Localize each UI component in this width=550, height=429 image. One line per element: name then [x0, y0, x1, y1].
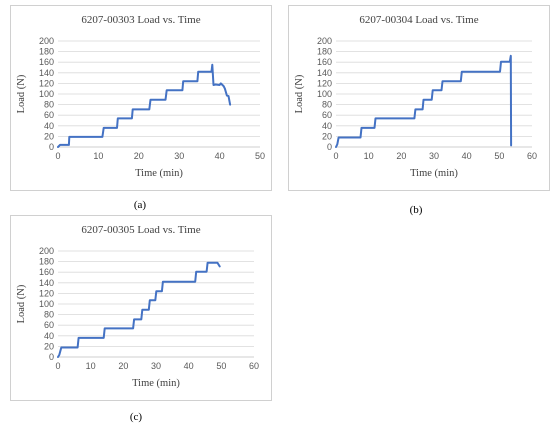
chart-a: 6207-00303 Load vs. Time0204060801001201…	[10, 5, 272, 191]
chart-title: 6207-00304 Load vs. Time	[359, 14, 478, 26]
chart-title: 6207-00305 Load vs. Time	[81, 224, 200, 236]
load-series-line	[57, 261, 221, 358]
y-tick-label: 140	[39, 278, 54, 288]
y-tick-label: 80	[44, 100, 54, 110]
y-tick-label: 80	[322, 100, 332, 110]
y-tick-label: 160	[39, 267, 54, 277]
x-tick-label: 30	[429, 151, 439, 161]
y-tick-label: 0	[49, 352, 54, 362]
y-tick-label: 40	[322, 121, 332, 131]
y-tick-label: 200	[39, 36, 54, 46]
x-axis-title: Time (min)	[132, 378, 180, 389]
x-tick-label: 10	[86, 361, 96, 371]
y-tick-label: 60	[44, 110, 54, 120]
y-tick-label: 100	[39, 299, 54, 309]
x-tick-label: 60	[527, 151, 537, 161]
y-tick-label: 160	[39, 57, 54, 67]
x-tick-label: 10	[364, 151, 374, 161]
x-tick-label: 0	[333, 151, 338, 161]
x-tick-label: 60	[249, 361, 259, 371]
x-tick-label: 0	[55, 361, 60, 371]
y-tick-label: 180	[39, 47, 54, 57]
y-tick-label: 100	[317, 89, 332, 99]
y-tick-label: 180	[317, 47, 332, 57]
caption-a: (a)	[133, 199, 147, 211]
y-tick-label: 160	[317, 57, 332, 67]
chart-panel-c: 6207-00305 Load vs. Time 0 20 40 60 80 100 120 1…	[10, 215, 272, 401]
x-tick-label: 10	[93, 151, 103, 161]
chart-b: 6207-00304 Load vs. Time0204060801001201…	[288, 5, 550, 191]
y-tick-label: 20	[44, 341, 54, 351]
y-tick-label: 140	[317, 68, 332, 78]
x-axis-title: Time (min)	[135, 168, 183, 179]
y-tick-label: 40	[44, 121, 54, 131]
x-tick-label: 20	[134, 151, 144, 161]
caption-b: (b)	[409, 204, 423, 216]
x-tick-label: 0	[55, 151, 60, 161]
chart-panel-a: 6207-00303 Load vs. Time 0 20 40 60 80 100 120 1…	[10, 5, 272, 191]
y-tick-label: 20	[44, 131, 54, 141]
x-tick-label: 50	[255, 151, 265, 161]
x-tick-label: 40	[462, 151, 472, 161]
y-tick-label: 20	[322, 131, 332, 141]
y-tick-label: 0	[49, 142, 54, 152]
y-tick-label: 180	[39, 257, 54, 267]
caption-c: (c)	[129, 411, 143, 423]
y-tick-label: 60	[44, 320, 54, 330]
x-tick-label: 50	[494, 151, 504, 161]
y-tick-label: 200	[317, 36, 332, 46]
x-tick-label: 40	[184, 361, 194, 371]
x-axis-title: Time (min)	[410, 168, 458, 179]
y-axis-title: Load (N)	[294, 74, 305, 113]
y-tick-label: 200	[39, 246, 54, 256]
x-tick-label: 30	[174, 151, 184, 161]
y-tick-label: 120	[39, 288, 54, 298]
chart-title: 6207-00303 Load vs. Time	[81, 14, 200, 26]
y-tick-label: 140	[39, 68, 54, 78]
chart-frame	[10, 215, 272, 401]
y-tick-label: 120	[39, 78, 54, 88]
x-tick-label: 20	[118, 361, 128, 371]
load-series-line	[57, 63, 232, 148]
y-tick-label: 80	[44, 310, 54, 320]
x-tick-label: 50	[216, 361, 226, 371]
y-axis-title: Load (N)	[16, 74, 27, 113]
load-series-line	[335, 54, 513, 148]
chart-frame	[288, 5, 550, 191]
y-tick-label: 0	[327, 142, 332, 152]
chart-panel-b: 6207-00304 Load vs. Time 0 20 40 60 80 100 120 1…	[288, 5, 550, 191]
y-axis-title: Load (N)	[16, 284, 27, 323]
x-tick-label: 20	[396, 151, 406, 161]
y-tick-label: 40	[44, 331, 54, 341]
y-tick-label: 120	[317, 78, 332, 88]
y-tick-label: 60	[322, 110, 332, 120]
y-tick-label: 100	[39, 89, 54, 99]
chart-c: 6207-00305 Load vs. Time0204060801001201…	[10, 215, 272, 401]
x-tick-label: 30	[151, 361, 161, 371]
x-tick-label: 40	[215, 151, 225, 161]
